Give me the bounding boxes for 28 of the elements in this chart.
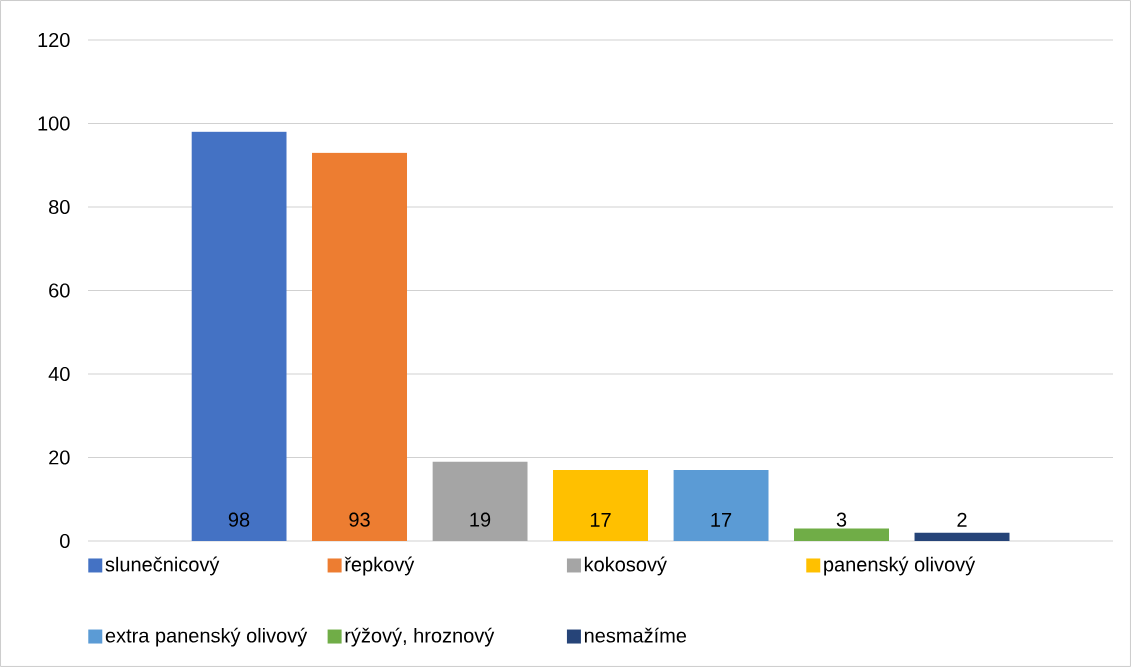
data-label: 2: [957, 512, 967, 527]
bar: [553, 470, 649, 541]
y-tick-label: 40: [48, 366, 70, 382]
y-tick-label: 0: [60, 533, 70, 549]
y-tick-label: 120: [38, 32, 70, 48]
data-label: 93: [349, 512, 370, 527]
bar: [191, 131, 287, 541]
legend-label: extra panenský olivový: [105, 627, 308, 647]
data-label: 3: [836, 512, 847, 527]
y-tick-label: 20: [49, 450, 70, 465]
bar: [312, 152, 408, 541]
legend-label: nesmažíme: [584, 627, 687, 643]
bar: [432, 461, 528, 541]
data-label: 17: [711, 512, 732, 527]
legend-label: slunečnicový: [105, 556, 220, 576]
legend-label: řepkový: [344, 556, 415, 576]
legend-label: rýžový, hroznový: [345, 627, 495, 647]
legend-label: kokosový: [584, 556, 667, 576]
bar: [914, 532, 1010, 541]
data-label: 19: [470, 512, 491, 527]
bar: [673, 470, 769, 541]
y-tick-label: 60: [49, 283, 70, 298]
legend-label: panenský olivový: [824, 556, 976, 576]
data-label: 17: [590, 512, 611, 527]
y-tick-label: 80: [49, 199, 70, 215]
bar: [794, 528, 890, 541]
data-label: 98: [228, 512, 250, 527]
y-tick-label: 100: [38, 116, 70, 131]
